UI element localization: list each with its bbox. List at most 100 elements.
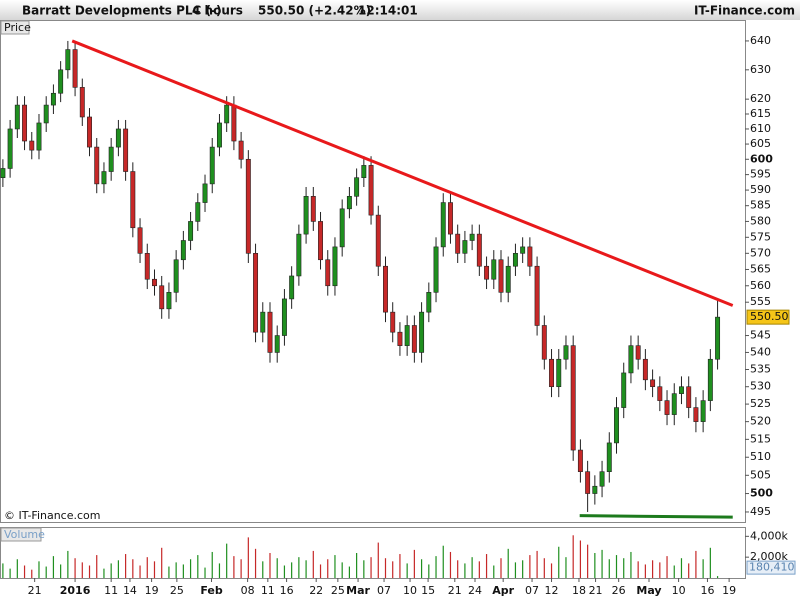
candle-body xyxy=(440,202,446,248)
candle-body xyxy=(419,311,425,353)
candle-body xyxy=(679,386,684,394)
volume-bar xyxy=(384,558,387,578)
y-tick-label: 510 xyxy=(750,450,771,463)
candle-body xyxy=(498,259,504,293)
y-tick-label: 605 xyxy=(750,137,771,150)
candle-body xyxy=(94,146,100,185)
candle-body xyxy=(354,177,360,197)
candle-body xyxy=(368,165,374,216)
candle-body xyxy=(115,128,121,148)
candle-body xyxy=(621,372,627,408)
trend-line xyxy=(579,514,733,519)
candle-body xyxy=(43,104,49,124)
candle-body xyxy=(245,158,251,254)
candle-body xyxy=(231,104,237,142)
volume-bar xyxy=(392,561,394,578)
volume-bar xyxy=(529,555,531,578)
y-tick-label: 640 xyxy=(750,34,771,47)
volume-bar xyxy=(695,550,697,578)
candle-body xyxy=(585,471,591,494)
x-tick-label: 12 xyxy=(545,584,559,597)
candle-body xyxy=(339,208,345,248)
candle-body xyxy=(58,69,64,94)
volume-bar xyxy=(189,559,192,578)
last-volume-label: 180,410 xyxy=(749,561,795,574)
volume-bar xyxy=(52,556,55,578)
candle-body xyxy=(469,233,475,241)
volume-bar xyxy=(276,558,278,578)
volume-bar xyxy=(110,563,112,578)
candle-body xyxy=(224,104,230,124)
y-tick-label: 545 xyxy=(750,329,771,342)
candle-body xyxy=(549,358,554,388)
volume-bar xyxy=(45,566,47,578)
x-tick-label: 18 xyxy=(572,584,586,597)
candle-body xyxy=(303,196,309,235)
volume-bar xyxy=(356,553,358,578)
candle-body xyxy=(592,485,598,494)
candle-body xyxy=(664,400,670,415)
volume-bar xyxy=(139,565,141,578)
volume-bar xyxy=(168,566,170,578)
x-tick-label: 11 xyxy=(104,584,118,597)
candle-body xyxy=(650,379,656,388)
volume-bar xyxy=(81,562,83,578)
volume-bar xyxy=(146,557,148,578)
candle-body xyxy=(628,345,634,374)
candle-body xyxy=(7,128,13,169)
y-tick-label: 585 xyxy=(750,199,771,212)
volume-bar xyxy=(16,559,18,578)
price-tag xyxy=(0,20,30,35)
candle-body xyxy=(79,87,85,118)
x-tick-label: 25 xyxy=(331,584,345,597)
candle-body xyxy=(447,202,453,235)
candle-body xyxy=(310,196,316,222)
x-tick-label: 16 xyxy=(280,584,294,597)
candle-body xyxy=(159,285,165,310)
candle-body xyxy=(563,345,569,360)
y-tick-label: 535 xyxy=(750,362,771,375)
volume-bar xyxy=(680,558,683,578)
volume-bar xyxy=(204,567,206,578)
volume-bar xyxy=(103,568,105,578)
x-tick-label: Mar xyxy=(346,584,370,597)
candle-body xyxy=(0,168,6,178)
x-tick-label: 21 xyxy=(589,584,603,597)
candle-body xyxy=(144,253,150,280)
candle-body xyxy=(642,358,648,381)
watermark: © IT-Finance.com xyxy=(4,509,101,522)
x-tick-label: 15 xyxy=(421,584,435,597)
candle-body xyxy=(577,449,583,472)
x-tick-label: 10 xyxy=(403,584,417,597)
volume-bar xyxy=(291,562,293,578)
x-tick-label: 11 xyxy=(261,584,275,597)
candle-body xyxy=(152,278,157,287)
candle-body xyxy=(671,393,677,415)
candle-body xyxy=(87,116,92,148)
x-tick-label: 19 xyxy=(145,584,159,597)
y-tick-label: 570 xyxy=(750,246,771,259)
x-tick-label: 2016 xyxy=(60,584,91,597)
y-tick-label: 520 xyxy=(750,415,771,428)
volume-bar xyxy=(363,560,365,578)
volume-bar xyxy=(305,560,307,578)
volume-bar xyxy=(420,559,423,578)
candle-body xyxy=(173,259,179,293)
candle-body xyxy=(599,471,605,487)
volume-bar xyxy=(550,563,553,578)
volume-bar xyxy=(464,563,466,578)
candle-body xyxy=(375,214,381,267)
candle-body xyxy=(260,311,266,333)
y-tick-label: 620 xyxy=(750,92,771,105)
volume-bar xyxy=(262,561,264,578)
volume-bar xyxy=(478,561,480,578)
volume-bar xyxy=(536,550,538,578)
candle-body xyxy=(180,240,186,261)
volume-bar xyxy=(298,557,300,578)
volume-bar xyxy=(716,576,719,578)
candle-body xyxy=(281,298,287,336)
last-price-label: 550.50 xyxy=(750,310,789,323)
candle-body xyxy=(700,400,706,422)
volume-bar xyxy=(623,558,625,578)
candle-body xyxy=(166,292,172,310)
